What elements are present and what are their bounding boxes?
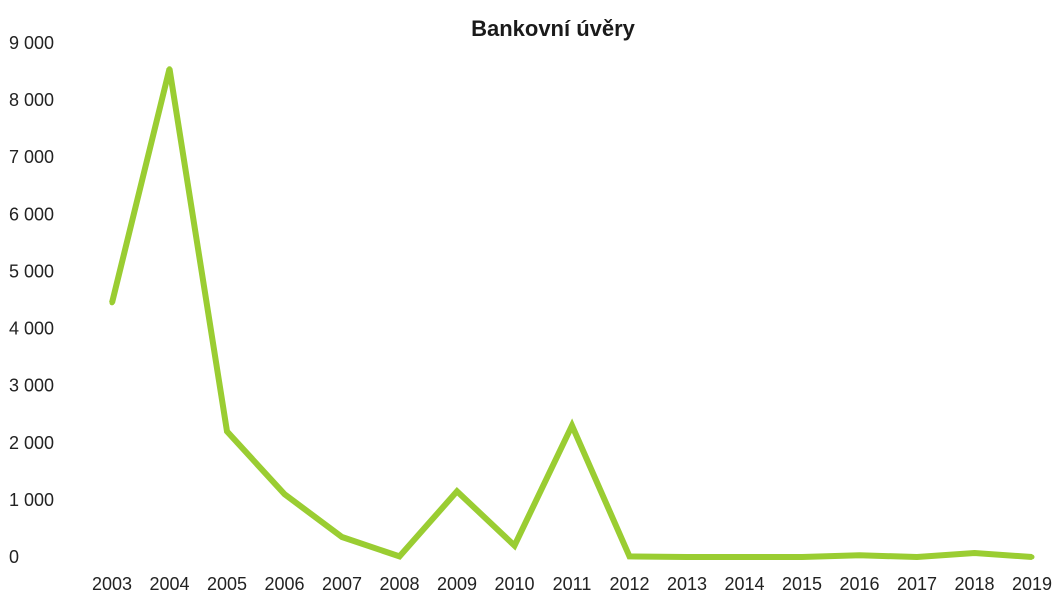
y-tick-label: 8 000 (9, 90, 54, 110)
data-point (224, 428, 230, 434)
x-tick-label: 2011 (553, 574, 592, 593)
x-tick-label: 2005 (207, 574, 247, 593)
series-line (109, 67, 1033, 561)
data-point (684, 554, 690, 560)
y-tick-label: 7 000 (9, 147, 54, 167)
x-tick-label: 2013 (667, 574, 707, 593)
x-tick-label: 2004 (149, 574, 189, 593)
series-group (109, 66, 1035, 561)
x-tick-label: 2015 (782, 574, 822, 593)
x-tick-label: 2006 (264, 574, 304, 593)
x-tick-label: 2008 (379, 574, 419, 593)
y-tick-label: 2 000 (9, 433, 54, 453)
x-tick-label: 2009 (437, 574, 477, 593)
y-tick-label: 0 (9, 547, 19, 567)
data-point (397, 553, 402, 559)
x-tick-label: 2014 (724, 574, 764, 593)
data-point (627, 553, 632, 559)
data-point (857, 552, 862, 558)
data-point (454, 488, 460, 494)
data-point (167, 66, 172, 72)
data-point (282, 491, 287, 497)
y-tick-label: 5 000 (9, 261, 54, 281)
y-tick-label: 9 000 (9, 33, 54, 53)
data-point (109, 300, 115, 306)
data-point (799, 554, 805, 560)
x-tick-label: 2019 (1012, 574, 1052, 593)
y-axis-ticks: 0 1 000 2 000 3 000 4 000 5 000 6 000 7 000 8 00… (9, 33, 54, 567)
x-axis-ticks: 2003 2004 2005 2006 2007 2008 2009 2010 2011 2012… (92, 574, 1052, 593)
x-tick-label: 2017 (897, 574, 937, 593)
x-tick-label: 2012 (609, 574, 649, 593)
y-tick-label: 4 000 (9, 319, 54, 339)
x-tick-label: 2010 (494, 574, 534, 593)
y-tick-label: 3 000 (9, 376, 54, 396)
y-tick-label: 1 000 (9, 490, 54, 510)
data-point (512, 543, 517, 549)
x-tick-label: 2007 (322, 574, 362, 593)
data-point (339, 534, 345, 540)
data-point (742, 554, 747, 560)
data-point (569, 423, 575, 429)
data-point (1029, 554, 1035, 560)
y-tick-label: 6 000 (9, 204, 54, 224)
data-point (914, 554, 920, 560)
x-tick-label: 2018 (954, 574, 994, 593)
chart-title: Bankovní úvěry (471, 16, 636, 41)
data-point (972, 550, 977, 556)
x-tick-label: 2016 (839, 574, 879, 593)
x-tick-label: 2003 (92, 574, 132, 593)
